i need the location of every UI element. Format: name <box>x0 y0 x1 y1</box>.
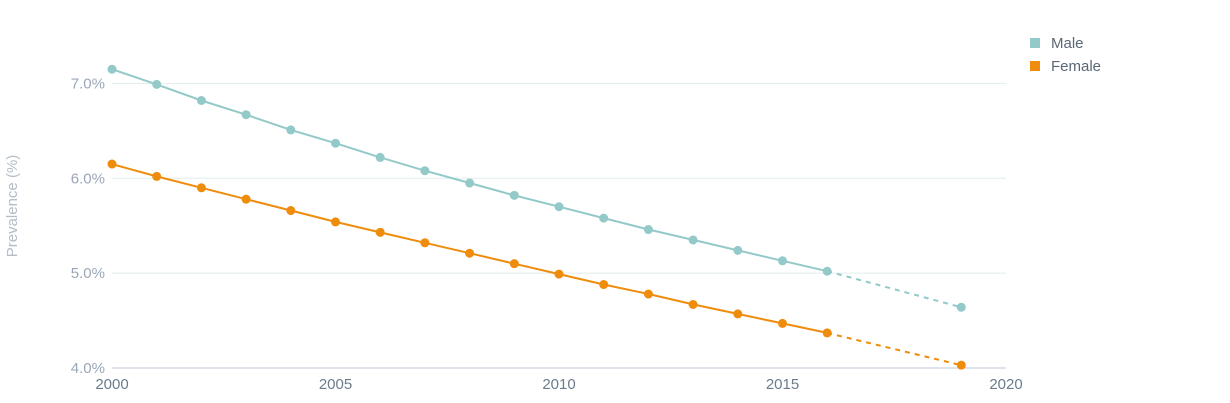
x-tick-label: 2015 <box>766 376 799 393</box>
female-data-point <box>733 309 743 319</box>
male-data-point <box>688 235 698 245</box>
female-data-point <box>107 159 117 169</box>
female-data-point <box>152 171 162 181</box>
male-data-point <box>778 256 787 266</box>
x-tick-label: 2005 <box>319 376 352 393</box>
x-tick-label: 2020 <box>989 376 1022 393</box>
x-tick-label: 2000 <box>95 376 128 393</box>
male-projection-line <box>826 270 962 309</box>
male-data-point <box>241 110 251 120</box>
male-data-point <box>643 225 653 235</box>
y-tick-label: 6.0% <box>71 170 105 187</box>
female-data-point <box>643 289 653 299</box>
male-data-point <box>465 178 475 188</box>
male-legend-label: Male <box>1051 35 1084 52</box>
female-projection-line <box>826 331 962 367</box>
legend: Male Female <box>1030 35 1101 75</box>
female-data-point <box>822 328 832 338</box>
female-legend-swatch <box>1030 61 1040 71</box>
male-data-point <box>286 125 296 135</box>
male-data-point <box>375 152 385 162</box>
male-data-point <box>152 79 162 89</box>
female-data-point <box>465 248 475 258</box>
female-data-point <box>509 259 519 269</box>
male-series-line <box>111 68 828 273</box>
male-data-point <box>331 138 340 148</box>
y-tick-label: 4.0% <box>71 360 105 377</box>
female-data-point <box>420 238 430 248</box>
male-legend-swatch <box>1030 38 1040 48</box>
series-layer <box>107 64 966 370</box>
grid-layer <box>112 82 1006 369</box>
y-tick-label: 7.0% <box>71 75 105 92</box>
y-tick-label: 5.0% <box>71 265 105 282</box>
male-data-point <box>509 190 519 200</box>
female-data-point <box>778 318 787 328</box>
male-data-point <box>554 202 564 212</box>
x-tick-label: 2010 <box>542 376 575 393</box>
female-data-point <box>196 183 206 193</box>
male-data-point <box>107 64 117 74</box>
female-data-point <box>286 206 296 216</box>
female-data-point <box>241 194 251 204</box>
female-data-point <box>331 217 340 227</box>
axis-layer: 4.0% 5.0% 6.0% 7.0% 2000 2005 2010 2015 2020 Prev… <box>4 75 1023 393</box>
male-data-point <box>822 266 832 276</box>
female-data-point <box>554 269 564 279</box>
female-data-point <box>599 280 609 290</box>
male-data-point <box>196 96 206 106</box>
male-data-point <box>599 213 609 223</box>
male-data-point <box>420 166 430 176</box>
female-projection-point <box>956 360 966 370</box>
female-data-point <box>375 227 385 237</box>
female-legend-label: Female <box>1051 58 1101 75</box>
male-projection-point <box>956 302 966 312</box>
female-data-point <box>688 299 698 309</box>
male-data-point <box>733 245 743 255</box>
female-series-line <box>111 163 828 334</box>
y-axis-title: Prevalence (%) <box>4 155 21 258</box>
